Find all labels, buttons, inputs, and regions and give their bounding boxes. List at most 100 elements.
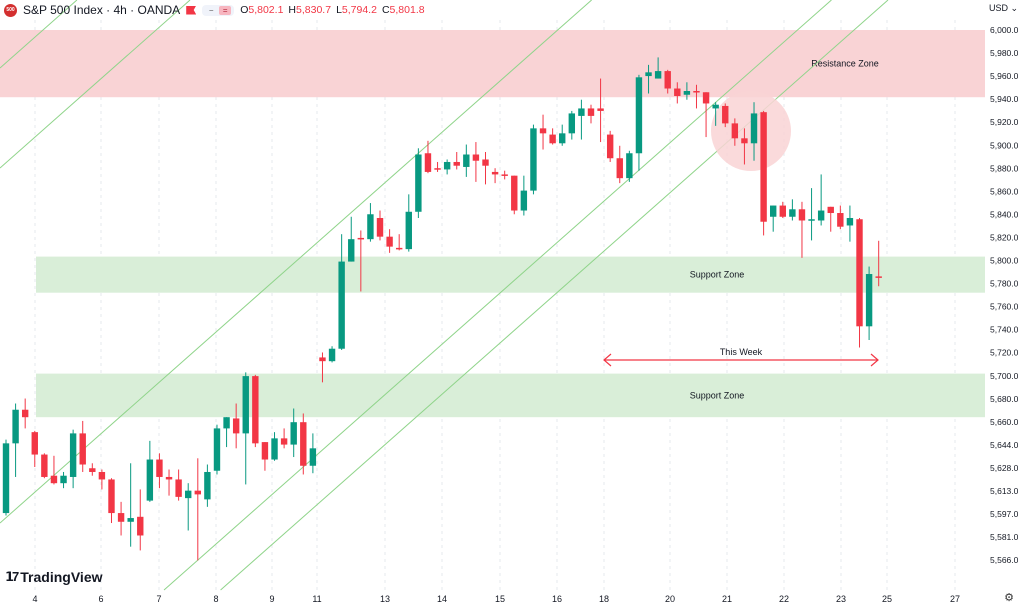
candle-down (760, 112, 767, 222)
channel-line (163, 0, 832, 591)
channel-line (0, 0, 78, 69)
channel-line (220, 0, 889, 591)
candle-up (146, 459, 154, 501)
candle-up (443, 161, 451, 170)
channel-lines (0, 0, 889, 591)
tradingview-logo[interactable]: 𝟭7 TradingView (5, 569, 103, 585)
candle-down (472, 154, 480, 161)
x-tick-label: 15 (495, 594, 505, 604)
zone-label: Support Zone (690, 270, 745, 280)
candle-down (376, 217, 384, 237)
candle-up (367, 214, 374, 240)
candle-up (770, 205, 777, 217)
candle-up (12, 409, 19, 444)
candle-down (779, 205, 786, 217)
y-tick-label: 5,581.0 (990, 532, 1019, 542)
candle-down (837, 213, 844, 227)
candle-down (731, 123, 739, 139)
y-tick-label: 5,720.0 (990, 348, 1019, 358)
candle-down (21, 409, 29, 418)
currency-dropdown[interactable]: USD ⌄ (988, 3, 1018, 13)
candle-down (702, 92, 710, 104)
candle-down (79, 433, 86, 465)
y-tick-label: 5,780.0 (990, 279, 1019, 289)
candle-up (242, 376, 249, 434)
flag-icon[interactable] (186, 5, 197, 15)
candle-down (491, 171, 499, 175)
candle-down (539, 128, 547, 134)
y-tick-label: 5,840.0 (990, 209, 1019, 219)
arrow-left-head (603, 353, 612, 367)
symbol-title[interactable]: S&P 500 Index · 4h · OANDA (23, 3, 181, 17)
candle-up (405, 211, 412, 250)
equal-icon[interactable]: = (219, 5, 232, 15)
candle-down (693, 91, 700, 93)
candle-down (98, 471, 106, 480)
candle-down (280, 438, 288, 445)
y-tick-label: 5,740.0 (990, 325, 1019, 335)
candle-down (549, 134, 556, 144)
candle-up (789, 209, 796, 217)
x-tick-label: 4 (32, 594, 37, 604)
candle-down (395, 247, 403, 250)
candle-up (712, 104, 719, 109)
candle-down (482, 159, 489, 166)
zones: Resistance Zone Support Zone Support Zone (0, 30, 985, 418)
x-tick-label: 25 (882, 594, 892, 604)
sell-buy-toggle[interactable]: − = (202, 4, 235, 16)
y-tick-label: 5,760.0 (990, 302, 1019, 312)
zone-resistance (0, 30, 985, 98)
arrow-right-head (870, 353, 879, 367)
time-axis[interactable]: 4 6 7 8 9 11 13 14 15 16 18 20 21 22 23 25 27 (32, 594, 960, 604)
candle-down (117, 513, 125, 522)
candle-down (108, 479, 115, 514)
candle-up (520, 190, 528, 211)
price-axis[interactable]: 6,000.0 5,980.0 5,960.0 5,940.0 5,920.0 5,900… (990, 25, 1019, 565)
x-tick-label: 21 (722, 594, 732, 604)
candle-down (300, 422, 307, 466)
candle-down (741, 138, 748, 144)
zone-support (36, 256, 985, 293)
candle-up (645, 72, 652, 77)
candle-down (597, 108, 604, 111)
candle-up (530, 128, 537, 191)
tradingview-logo-icon: 𝟭7 (5, 569, 19, 584)
y-tick-label: 5,800.0 (990, 256, 1019, 266)
candle-up (328, 348, 336, 362)
candle-up (808, 219, 815, 221)
candle-down (31, 432, 38, 455)
candle-down (587, 108, 595, 116)
candle-down (424, 153, 432, 172)
y-tick-label: 5,613.0 (990, 486, 1019, 496)
candle-up (338, 261, 345, 349)
candles (2, 57, 882, 561)
y-tick-label: 6,000.0 (990, 25, 1019, 35)
candle-up (415, 154, 422, 212)
y-tick-label: 5,820.0 (990, 232, 1019, 242)
channel-line (0, 0, 592, 524)
x-tick-label: 23 (836, 594, 846, 604)
candle-down (606, 134, 614, 159)
minus-icon[interactable]: − (208, 5, 214, 15)
y-tick-label: 5,566.0 (990, 555, 1019, 565)
candle-down (232, 418, 240, 434)
y-tick-label: 5,597.0 (990, 509, 1019, 519)
candle-up (654, 71, 662, 79)
y-tick-label: 5,960.0 (990, 71, 1019, 81)
candle-up (578, 108, 585, 116)
open-value: 5,802.1 (248, 4, 284, 16)
candle-up (568, 113, 576, 134)
high-label: H (288, 4, 297, 16)
y-tick-label: 5,680.0 (990, 394, 1019, 404)
candle-up (463, 154, 470, 167)
y-tick-label: 5,628.0 (990, 463, 1019, 473)
candle-up (223, 417, 230, 429)
candle-down (511, 175, 518, 211)
settings-gear-icon[interactable]: ⚙ (1004, 592, 1014, 604)
y-tick-label: 5,980.0 (990, 48, 1019, 58)
candle-up (559, 133, 566, 144)
candle-down (616, 158, 623, 179)
candle-up (683, 91, 691, 95)
y-tick-label: 5,660.0 (990, 417, 1019, 427)
